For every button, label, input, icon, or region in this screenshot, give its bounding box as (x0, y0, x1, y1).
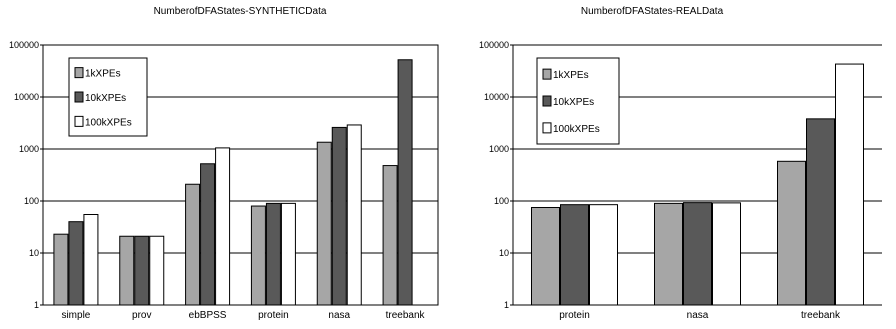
chart-2-bar-treebank-100kXPEs (835, 63, 864, 306)
chart-1-bar-ebBPSS-10kXPEs (200, 163, 216, 306)
chart-1-bar-simple-10kXPEs (68, 221, 84, 306)
chart-1-bar-nasa-10kXPEs (331, 126, 347, 306)
chart-1-bar-protein-100kXPEs (280, 202, 296, 306)
chart-1-plot-frame (42, 44, 439, 306)
chart-1-bar-protein-1kXPEs (250, 205, 266, 306)
chart-1-title: NumberofDFAStates-SYNTHETICData (154, 6, 327, 17)
chart-2-y-tick-label: 100 (494, 196, 509, 206)
chart-2-legend-label: 1kXPEs (553, 70, 589, 81)
chart-1-bar-protein-10kXPEs (265, 202, 281, 306)
chart-1-y-tick-label: 1 (34, 300, 39, 310)
chart-2-legend-swatch (542, 95, 552, 107)
chart-1-category-label: protein (258, 310, 289, 321)
chart-2-bar-nasa-100kXPEs (712, 202, 741, 306)
chart-1-bar-ebBPSS-1kXPEs (185, 183, 201, 306)
chart-2-legend-label: 10kXPEs (553, 97, 594, 108)
chart-1-y-tick-label: 10 (29, 248, 39, 258)
chart-2-legend-swatch (542, 68, 552, 80)
chart-2-bar-protein-10kXPEs (560, 204, 589, 306)
chart-1-category-label: simple (61, 310, 90, 321)
chart-1-legend-label: 100kXPEs (85, 117, 132, 128)
chart-2-bar-nasa-10kXPEs (683, 202, 712, 306)
chart-2-legend-label: 100kXPEs (553, 124, 600, 135)
chart-1-legend-label: 10kXPEs (85, 93, 126, 104)
chart-2-category-label: treebank (801, 310, 841, 321)
chart-2-y-tick-label: 10000 (484, 92, 509, 102)
chart-1-y-tick-label: 10000 (14, 92, 39, 102)
chart-2-bar-treebank-10kXPEs (806, 118, 835, 306)
chart-1-bar-nasa-100kXPEs (346, 124, 362, 306)
chart-2-category-label: protein (559, 310, 590, 321)
chart-1-y-tick-label: 100000 (9, 40, 39, 50)
chart-1-legend-label: 1kXPEs (85, 69, 121, 80)
chart-1: NumberofDFAStates-SYNTHETICData 1 10 100 100… (9, 6, 439, 321)
chart-1-bar-treebank-10kXPEs (397, 59, 413, 306)
chart-2-bar-protein-100kXPEs (589, 204, 618, 306)
chart-2-y-tick-label: 1000 (489, 144, 509, 154)
chart-1-y-tick-label: 1000 (19, 144, 39, 154)
chart-2-y-tick-label: 1 (504, 300, 509, 310)
chart-1-legend-swatch (74, 67, 84, 79)
chart-1-bar-prov-1kXPEs (119, 235, 135, 306)
chart-1-bar-treebank-1kXPEs (382, 165, 398, 306)
chart-2-bar-protein-1kXPEs (531, 206, 560, 306)
chart-2: NumberofDFAStates-REALData 1 10 100 1000 1000… (479, 6, 882, 321)
chart-1-bar-prov-100kXPEs (149, 235, 165, 306)
chart-1-bar-simple-1kXPEs (53, 233, 69, 306)
chart-2-legend-swatch (542, 122, 552, 134)
chart-1-legend-swatch (74, 115, 84, 127)
chart-1-category-label: ebBPSS (189, 310, 227, 321)
chart-1-category-label: prov (132, 310, 151, 321)
chart-1-bar-ebBPSS-100kXPEs (215, 147, 231, 306)
chart-1-y-tick-label: 100 (24, 196, 39, 206)
chart-1-category-label: treebank (386, 310, 426, 321)
chart-2-title: NumberofDFAStates-REALData (581, 6, 724, 17)
chart-2-y-tick-label: 100000 (479, 40, 509, 50)
chart-2-bar-treebank-1kXPEs (777, 160, 806, 306)
chart-1-bar-prov-10kXPEs (134, 235, 150, 306)
chart-1-legend-swatch (74, 91, 84, 103)
chart-1-bar-simple-100kXPEs (83, 214, 99, 306)
chart-2-y-tick-label: 10 (499, 248, 509, 258)
chart-1-bar-nasa-1kXPEs (316, 141, 332, 306)
chart-1-category-label: nasa (328, 310, 350, 321)
chart-2-category-label: nasa (687, 310, 709, 321)
chart-2-bar-nasa-1kXPEs (654, 202, 683, 306)
